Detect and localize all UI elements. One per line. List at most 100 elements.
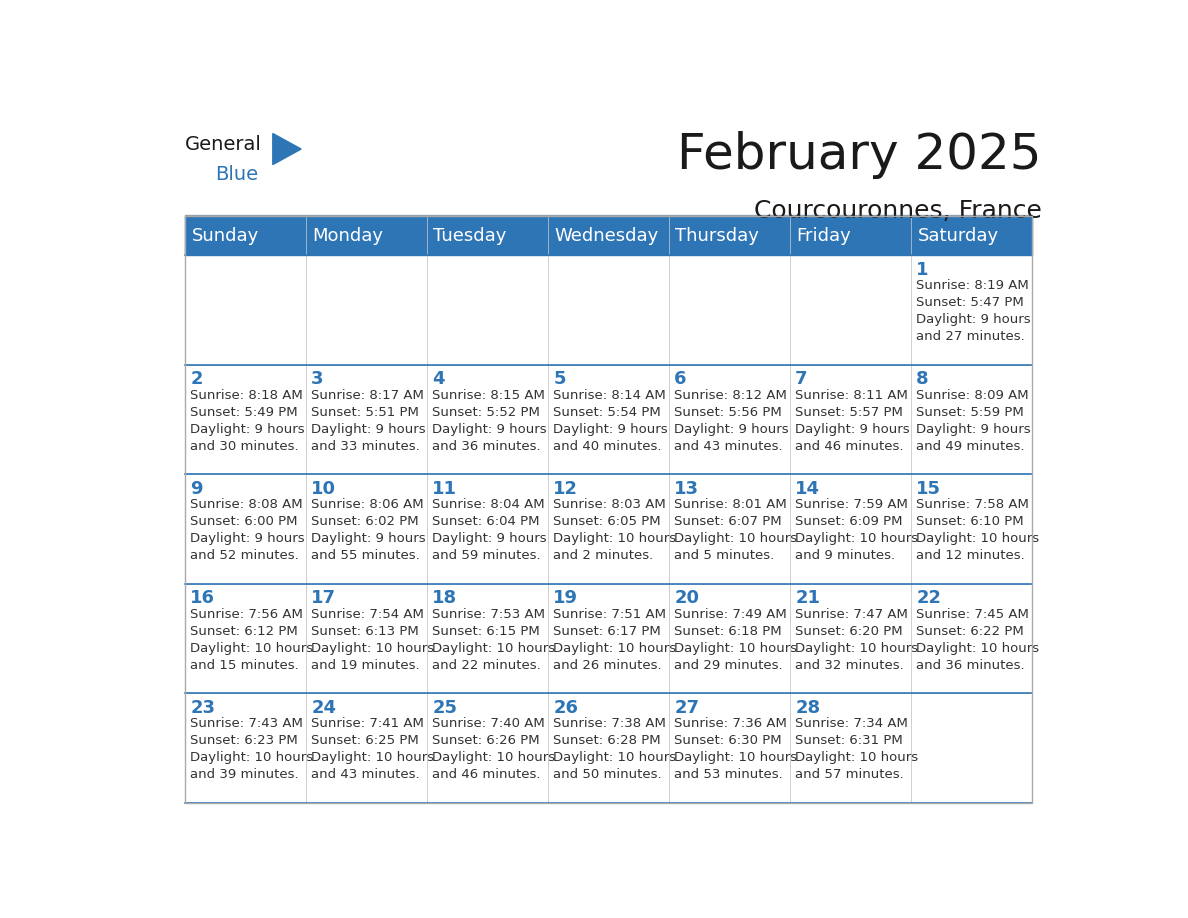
Text: 6: 6 bbox=[675, 370, 687, 388]
Text: 12: 12 bbox=[554, 480, 579, 498]
Text: Sunrise: 8:11 AM
Sunset: 5:57 PM
Daylight: 9 hours
and 46 minutes.: Sunrise: 8:11 AM Sunset: 5:57 PM Dayligh… bbox=[795, 388, 910, 453]
Text: 28: 28 bbox=[795, 699, 821, 717]
Text: Saturday: Saturday bbox=[917, 227, 999, 244]
Text: 19: 19 bbox=[554, 589, 579, 607]
Text: 2: 2 bbox=[190, 370, 203, 388]
Text: Sunrise: 8:01 AM
Sunset: 6:07 PM
Daylight: 10 hours
and 5 minutes.: Sunrise: 8:01 AM Sunset: 6:07 PM Dayligh… bbox=[675, 498, 797, 563]
Text: Friday: Friday bbox=[796, 227, 851, 244]
FancyBboxPatch shape bbox=[549, 216, 669, 255]
Text: 1: 1 bbox=[916, 261, 929, 278]
FancyBboxPatch shape bbox=[185, 364, 307, 475]
FancyBboxPatch shape bbox=[307, 255, 428, 364]
Text: 17: 17 bbox=[311, 589, 336, 607]
Text: Courcouronnes, France: Courcouronnes, France bbox=[753, 198, 1042, 222]
Text: 26: 26 bbox=[554, 699, 579, 717]
Text: Sunrise: 7:56 AM
Sunset: 6:12 PM
Daylight: 10 hours
and 15 minutes.: Sunrise: 7:56 AM Sunset: 6:12 PM Dayligh… bbox=[190, 608, 314, 672]
Text: 8: 8 bbox=[916, 370, 929, 388]
Text: 5: 5 bbox=[554, 370, 565, 388]
Text: Sunrise: 7:43 AM
Sunset: 6:23 PM
Daylight: 10 hours
and 39 minutes.: Sunrise: 7:43 AM Sunset: 6:23 PM Dayligh… bbox=[190, 718, 314, 781]
Text: 3: 3 bbox=[311, 370, 323, 388]
Text: Sunrise: 8:19 AM
Sunset: 5:47 PM
Daylight: 9 hours
and 27 minutes.: Sunrise: 8:19 AM Sunset: 5:47 PM Dayligh… bbox=[916, 279, 1031, 343]
FancyBboxPatch shape bbox=[669, 584, 790, 693]
FancyBboxPatch shape bbox=[307, 693, 428, 803]
FancyBboxPatch shape bbox=[549, 475, 669, 584]
Text: Sunrise: 7:59 AM
Sunset: 6:09 PM
Daylight: 10 hours
and 9 minutes.: Sunrise: 7:59 AM Sunset: 6:09 PM Dayligh… bbox=[795, 498, 918, 563]
FancyBboxPatch shape bbox=[307, 584, 428, 693]
Text: Monday: Monday bbox=[312, 227, 384, 244]
FancyBboxPatch shape bbox=[307, 364, 428, 475]
Text: Sunrise: 8:14 AM
Sunset: 5:54 PM
Daylight: 9 hours
and 40 minutes.: Sunrise: 8:14 AM Sunset: 5:54 PM Dayligh… bbox=[554, 388, 668, 453]
FancyBboxPatch shape bbox=[790, 693, 911, 803]
Text: 4: 4 bbox=[432, 370, 444, 388]
Text: Sunrise: 8:09 AM
Sunset: 5:59 PM
Daylight: 9 hours
and 49 minutes.: Sunrise: 8:09 AM Sunset: 5:59 PM Dayligh… bbox=[916, 388, 1031, 453]
FancyBboxPatch shape bbox=[428, 693, 549, 803]
FancyBboxPatch shape bbox=[428, 364, 549, 475]
FancyBboxPatch shape bbox=[669, 475, 790, 584]
Text: Sunrise: 7:38 AM
Sunset: 6:28 PM
Daylight: 10 hours
and 50 minutes.: Sunrise: 7:38 AM Sunset: 6:28 PM Dayligh… bbox=[554, 718, 676, 781]
FancyBboxPatch shape bbox=[669, 693, 790, 803]
FancyBboxPatch shape bbox=[790, 216, 911, 255]
Text: Sunrise: 8:04 AM
Sunset: 6:04 PM
Daylight: 9 hours
and 59 minutes.: Sunrise: 8:04 AM Sunset: 6:04 PM Dayligh… bbox=[432, 498, 546, 563]
FancyBboxPatch shape bbox=[790, 255, 911, 364]
Polygon shape bbox=[273, 133, 301, 164]
Text: Sunrise: 7:45 AM
Sunset: 6:22 PM
Daylight: 10 hours
and 36 minutes.: Sunrise: 7:45 AM Sunset: 6:22 PM Dayligh… bbox=[916, 608, 1040, 672]
FancyBboxPatch shape bbox=[911, 364, 1032, 475]
Text: February 2025: February 2025 bbox=[677, 131, 1042, 179]
Text: Sunrise: 8:18 AM
Sunset: 5:49 PM
Daylight: 9 hours
and 30 minutes.: Sunrise: 8:18 AM Sunset: 5:49 PM Dayligh… bbox=[190, 388, 305, 453]
Text: 9: 9 bbox=[190, 480, 203, 498]
Text: Sunrise: 7:49 AM
Sunset: 6:18 PM
Daylight: 10 hours
and 29 minutes.: Sunrise: 7:49 AM Sunset: 6:18 PM Dayligh… bbox=[675, 608, 797, 672]
FancyBboxPatch shape bbox=[428, 216, 549, 255]
Text: Blue: Blue bbox=[215, 164, 258, 184]
Text: 7: 7 bbox=[795, 370, 808, 388]
Text: Sunrise: 7:54 AM
Sunset: 6:13 PM
Daylight: 10 hours
and 19 minutes.: Sunrise: 7:54 AM Sunset: 6:13 PM Dayligh… bbox=[311, 608, 435, 672]
FancyBboxPatch shape bbox=[428, 255, 549, 364]
FancyBboxPatch shape bbox=[185, 584, 307, 693]
FancyBboxPatch shape bbox=[549, 584, 669, 693]
Text: 14: 14 bbox=[795, 480, 820, 498]
Text: Sunrise: 7:47 AM
Sunset: 6:20 PM
Daylight: 10 hours
and 32 minutes.: Sunrise: 7:47 AM Sunset: 6:20 PM Dayligh… bbox=[795, 608, 918, 672]
Text: Thursday: Thursday bbox=[676, 227, 759, 244]
FancyBboxPatch shape bbox=[911, 255, 1032, 364]
FancyBboxPatch shape bbox=[307, 475, 428, 584]
FancyBboxPatch shape bbox=[669, 255, 790, 364]
Text: 27: 27 bbox=[675, 699, 700, 717]
Text: Sunrise: 8:03 AM
Sunset: 6:05 PM
Daylight: 10 hours
and 2 minutes.: Sunrise: 8:03 AM Sunset: 6:05 PM Dayligh… bbox=[554, 498, 676, 563]
FancyBboxPatch shape bbox=[549, 364, 669, 475]
Text: 18: 18 bbox=[432, 589, 457, 607]
Text: Sunrise: 7:53 AM
Sunset: 6:15 PM
Daylight: 10 hours
and 22 minutes.: Sunrise: 7:53 AM Sunset: 6:15 PM Dayligh… bbox=[432, 608, 555, 672]
Text: 16: 16 bbox=[190, 589, 215, 607]
FancyBboxPatch shape bbox=[549, 255, 669, 364]
FancyBboxPatch shape bbox=[428, 584, 549, 693]
Text: 21: 21 bbox=[795, 589, 820, 607]
Text: Sunday: Sunday bbox=[191, 227, 259, 244]
FancyBboxPatch shape bbox=[549, 693, 669, 803]
Text: Sunrise: 7:40 AM
Sunset: 6:26 PM
Daylight: 10 hours
and 46 minutes.: Sunrise: 7:40 AM Sunset: 6:26 PM Dayligh… bbox=[432, 718, 555, 781]
FancyBboxPatch shape bbox=[185, 475, 307, 584]
FancyBboxPatch shape bbox=[669, 216, 790, 255]
Text: 10: 10 bbox=[311, 480, 336, 498]
FancyBboxPatch shape bbox=[185, 216, 307, 255]
FancyBboxPatch shape bbox=[911, 216, 1032, 255]
Text: Sunrise: 8:17 AM
Sunset: 5:51 PM
Daylight: 9 hours
and 33 minutes.: Sunrise: 8:17 AM Sunset: 5:51 PM Dayligh… bbox=[311, 388, 425, 453]
Text: 23: 23 bbox=[190, 699, 215, 717]
FancyBboxPatch shape bbox=[185, 255, 307, 364]
Text: 11: 11 bbox=[432, 480, 457, 498]
Text: Sunrise: 7:41 AM
Sunset: 6:25 PM
Daylight: 10 hours
and 43 minutes.: Sunrise: 7:41 AM Sunset: 6:25 PM Dayligh… bbox=[311, 718, 435, 781]
Text: Sunrise: 7:36 AM
Sunset: 6:30 PM
Daylight: 10 hours
and 53 minutes.: Sunrise: 7:36 AM Sunset: 6:30 PM Dayligh… bbox=[675, 718, 797, 781]
FancyBboxPatch shape bbox=[911, 693, 1032, 803]
FancyBboxPatch shape bbox=[669, 364, 790, 475]
FancyBboxPatch shape bbox=[790, 475, 911, 584]
Text: Sunrise: 8:08 AM
Sunset: 6:00 PM
Daylight: 9 hours
and 52 minutes.: Sunrise: 8:08 AM Sunset: 6:00 PM Dayligh… bbox=[190, 498, 305, 563]
Text: 25: 25 bbox=[432, 699, 457, 717]
Text: Sunrise: 7:58 AM
Sunset: 6:10 PM
Daylight: 10 hours
and 12 minutes.: Sunrise: 7:58 AM Sunset: 6:10 PM Dayligh… bbox=[916, 498, 1040, 563]
FancyBboxPatch shape bbox=[790, 584, 911, 693]
Text: 20: 20 bbox=[675, 589, 700, 607]
Text: 22: 22 bbox=[916, 589, 941, 607]
FancyBboxPatch shape bbox=[428, 475, 549, 584]
FancyBboxPatch shape bbox=[911, 584, 1032, 693]
Text: Sunrise: 8:06 AM
Sunset: 6:02 PM
Daylight: 9 hours
and 55 minutes.: Sunrise: 8:06 AM Sunset: 6:02 PM Dayligh… bbox=[311, 498, 425, 563]
Text: 24: 24 bbox=[311, 699, 336, 717]
Text: Sunrise: 7:34 AM
Sunset: 6:31 PM
Daylight: 10 hours
and 57 minutes.: Sunrise: 7:34 AM Sunset: 6:31 PM Dayligh… bbox=[795, 718, 918, 781]
FancyBboxPatch shape bbox=[185, 693, 307, 803]
Text: Tuesday: Tuesday bbox=[434, 227, 507, 244]
